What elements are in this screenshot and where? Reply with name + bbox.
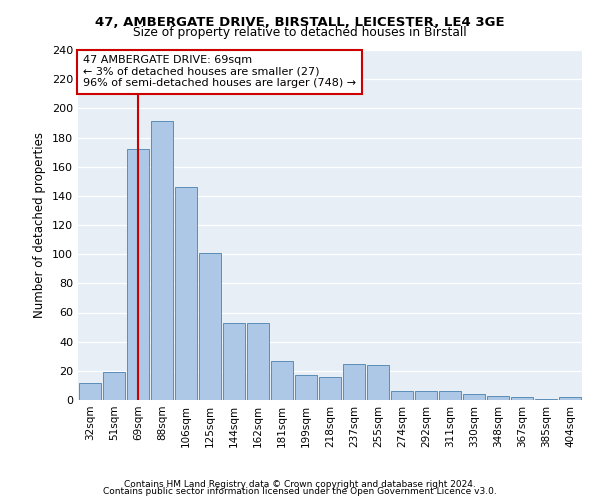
Bar bbox=[535, 398, 557, 400]
Bar bbox=[151, 122, 173, 400]
Text: Contains HM Land Registry data © Crown copyright and database right 2024.: Contains HM Land Registry data © Crown c… bbox=[124, 480, 476, 489]
Bar bbox=[127, 149, 149, 400]
Bar bbox=[175, 187, 197, 400]
Bar bbox=[247, 322, 269, 400]
Text: Size of property relative to detached houses in Birstall: Size of property relative to detached ho… bbox=[133, 26, 467, 39]
Bar bbox=[391, 391, 413, 400]
Text: 47, AMBERGATE DRIVE, BIRSTALL, LEICESTER, LE4 3GE: 47, AMBERGATE DRIVE, BIRSTALL, LEICESTER… bbox=[95, 16, 505, 29]
Bar bbox=[367, 365, 389, 400]
Bar bbox=[319, 376, 341, 400]
Text: 47 AMBERGATE DRIVE: 69sqm
← 3% of detached houses are smaller (27)
96% of semi-d: 47 AMBERGATE DRIVE: 69sqm ← 3% of detach… bbox=[83, 56, 356, 88]
Bar bbox=[295, 375, 317, 400]
Bar bbox=[559, 397, 581, 400]
Bar bbox=[487, 396, 509, 400]
Bar bbox=[439, 391, 461, 400]
Bar bbox=[103, 372, 125, 400]
Bar bbox=[199, 252, 221, 400]
Bar bbox=[343, 364, 365, 400]
Y-axis label: Number of detached properties: Number of detached properties bbox=[34, 132, 46, 318]
Bar bbox=[415, 391, 437, 400]
Text: Contains public sector information licensed under the Open Government Licence v3: Contains public sector information licen… bbox=[103, 487, 497, 496]
Bar bbox=[511, 397, 533, 400]
Bar bbox=[223, 322, 245, 400]
Bar bbox=[79, 382, 101, 400]
Bar bbox=[271, 360, 293, 400]
Bar bbox=[463, 394, 485, 400]
